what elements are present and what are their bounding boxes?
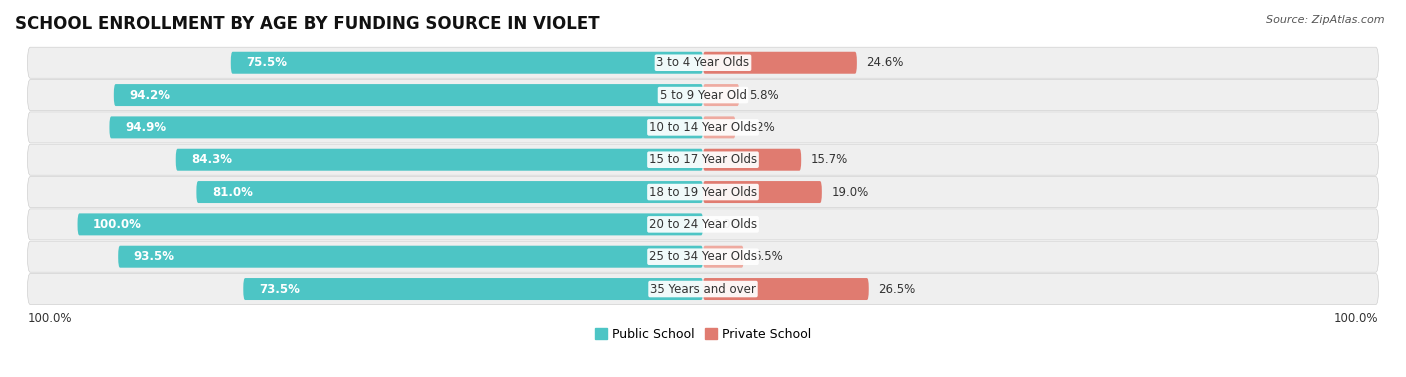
FancyBboxPatch shape — [28, 274, 1378, 305]
Text: 35 Years and over: 35 Years and over — [650, 282, 756, 296]
FancyBboxPatch shape — [231, 52, 703, 74]
Text: 0.0%: 0.0% — [713, 218, 742, 231]
Text: 94.9%: 94.9% — [125, 121, 166, 134]
Text: 100.0%: 100.0% — [93, 218, 142, 231]
FancyBboxPatch shape — [703, 181, 823, 203]
Text: 84.3%: 84.3% — [191, 153, 232, 166]
Text: 93.5%: 93.5% — [134, 250, 174, 263]
Text: 26.5%: 26.5% — [879, 282, 915, 296]
Text: 19.0%: 19.0% — [831, 185, 869, 199]
FancyBboxPatch shape — [118, 246, 703, 268]
Text: 5.2%: 5.2% — [745, 121, 775, 134]
FancyBboxPatch shape — [28, 80, 1378, 110]
Text: 6.5%: 6.5% — [754, 250, 783, 263]
Text: 100.0%: 100.0% — [28, 312, 72, 325]
FancyBboxPatch shape — [28, 112, 1378, 143]
FancyBboxPatch shape — [28, 241, 1378, 272]
Legend: Public School, Private School: Public School, Private School — [595, 328, 811, 341]
Text: Source: ZipAtlas.com: Source: ZipAtlas.com — [1267, 15, 1385, 25]
Text: 10 to 14 Year Olds: 10 to 14 Year Olds — [650, 121, 756, 134]
Text: 5 to 9 Year Old: 5 to 9 Year Old — [659, 89, 747, 101]
Text: 94.2%: 94.2% — [129, 89, 170, 101]
FancyBboxPatch shape — [703, 52, 856, 74]
Text: 15.7%: 15.7% — [811, 153, 848, 166]
FancyBboxPatch shape — [28, 144, 1378, 175]
Text: 81.0%: 81.0% — [212, 185, 253, 199]
Text: 3 to 4 Year Olds: 3 to 4 Year Olds — [657, 56, 749, 69]
FancyBboxPatch shape — [28, 47, 1378, 78]
FancyBboxPatch shape — [110, 116, 703, 138]
FancyBboxPatch shape — [114, 84, 703, 106]
FancyBboxPatch shape — [703, 246, 744, 268]
FancyBboxPatch shape — [28, 176, 1378, 208]
FancyBboxPatch shape — [703, 116, 735, 138]
FancyBboxPatch shape — [243, 278, 703, 300]
FancyBboxPatch shape — [703, 278, 869, 300]
Text: 73.5%: 73.5% — [259, 282, 299, 296]
Text: 25 to 34 Year Olds: 25 to 34 Year Olds — [650, 250, 756, 263]
Text: 18 to 19 Year Olds: 18 to 19 Year Olds — [650, 185, 756, 199]
Text: SCHOOL ENROLLMENT BY AGE BY FUNDING SOURCE IN VIOLET: SCHOOL ENROLLMENT BY AGE BY FUNDING SOUR… — [15, 15, 599, 33]
FancyBboxPatch shape — [197, 181, 703, 203]
FancyBboxPatch shape — [703, 149, 801, 171]
FancyBboxPatch shape — [28, 209, 1378, 240]
Text: 20 to 24 Year Olds: 20 to 24 Year Olds — [650, 218, 756, 231]
Text: 15 to 17 Year Olds: 15 to 17 Year Olds — [650, 153, 756, 166]
Text: 24.6%: 24.6% — [866, 56, 904, 69]
FancyBboxPatch shape — [77, 213, 703, 235]
Text: 75.5%: 75.5% — [246, 56, 287, 69]
Text: 5.8%: 5.8% — [748, 89, 779, 101]
Text: 100.0%: 100.0% — [1334, 312, 1378, 325]
FancyBboxPatch shape — [176, 149, 703, 171]
FancyBboxPatch shape — [703, 84, 740, 106]
